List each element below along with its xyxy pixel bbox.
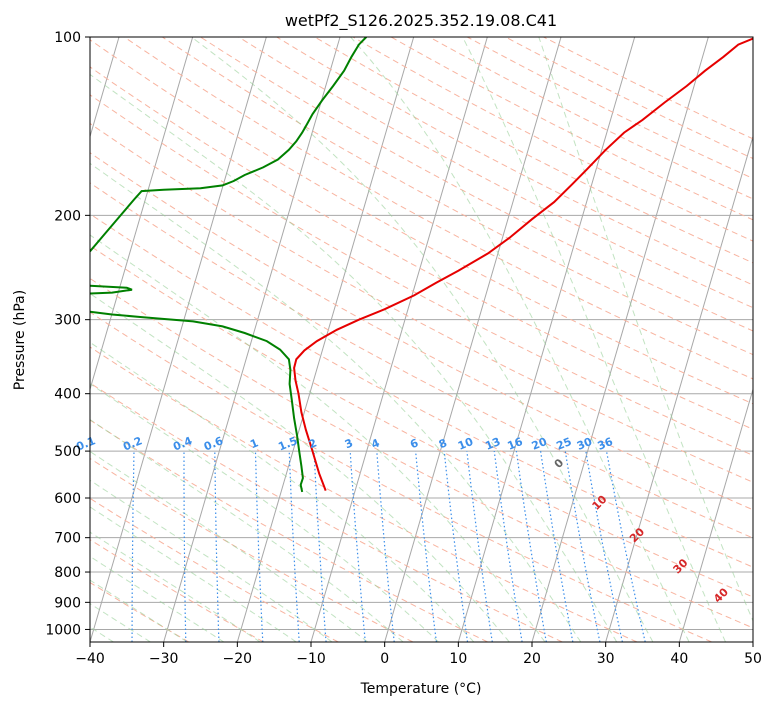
dry-adiabat-line bbox=[467, 37, 753, 180]
dry-adiabat-line bbox=[90, 277, 753, 629]
dry-adiabat-line bbox=[90, 213, 753, 568]
y-tick-label: 400 bbox=[54, 387, 81, 403]
x-tick-label: −20 bbox=[223, 651, 253, 667]
dry-adiabat-line bbox=[428, 37, 753, 200]
axes: −40 −30 −20 −10 0 10 20 30 40 50 100 200 300 400 500 60… bbox=[45, 30, 762, 667]
mixing-ratio-label: 8 bbox=[437, 436, 449, 451]
mixing-ratio-line bbox=[443, 451, 469, 642]
y-tick-label: 1000 bbox=[45, 622, 81, 638]
mixing-ratio-label: 16 bbox=[506, 435, 525, 453]
mixing-ratio-line bbox=[493, 451, 523, 642]
dry-adiabat-line bbox=[390, 37, 753, 221]
y-tick-label: 700 bbox=[54, 531, 81, 547]
y-tick-label: 600 bbox=[54, 491, 81, 507]
y-tick-label: 800 bbox=[54, 565, 81, 581]
moist-adiabat-line bbox=[90, 234, 546, 642]
profile-lines bbox=[90, 37, 753, 493]
plot-frame bbox=[89, 36, 754, 643]
moist-adiabat-line bbox=[90, 292, 510, 642]
x-tick-label: 40 bbox=[670, 651, 688, 667]
dewpoint-line bbox=[90, 310, 304, 493]
moist-adiabat-line bbox=[90, 555, 225, 642]
mixing-ratio-label: 2 bbox=[307, 436, 319, 451]
y-tick-label: 100 bbox=[54, 30, 81, 46]
mixing-ratio-line bbox=[466, 451, 493, 642]
dry-adiabat-line bbox=[90, 497, 339, 642]
isotherm-line bbox=[90, 37, 267, 642]
x-tick-label: 20 bbox=[523, 651, 541, 667]
mixing-ratio-line bbox=[585, 451, 623, 642]
mixing-ratio-label: 1 bbox=[248, 436, 260, 451]
y-tick-label: 300 bbox=[54, 313, 81, 329]
mixing-ratio-line bbox=[564, 451, 601, 642]
moist-adiabat-line bbox=[90, 531, 261, 642]
x-tick-label: 0 bbox=[380, 651, 389, 667]
dewpoint-line bbox=[90, 37, 368, 252]
mixing-ratio-label: 30 bbox=[575, 435, 594, 453]
moist-adiabat-line bbox=[538, 37, 753, 623]
mixing-ratio-line bbox=[605, 450, 646, 642]
dry-adiabat-line bbox=[90, 66, 753, 430]
temperature-line bbox=[293, 37, 753, 491]
x-axis-label: Temperature (°C) bbox=[360, 681, 482, 697]
moist-adiabat-line bbox=[90, 479, 333, 642]
x-tick-label: 10 bbox=[449, 651, 467, 667]
mixing-ratio-line bbox=[515, 451, 547, 642]
mixing-ratio-label: 20 bbox=[530, 435, 549, 453]
y-tick-label: 500 bbox=[54, 444, 81, 460]
mixing-ratio-label: 36 bbox=[596, 435, 615, 453]
moist-adiabat-line bbox=[90, 579, 188, 642]
isotherm-line bbox=[384, 37, 562, 642]
chart-title: wetPf2_S126.2025.352.19.08.C41 bbox=[285, 11, 557, 31]
isotherm-line bbox=[531, 37, 709, 642]
dry-adiabat-line bbox=[90, 94, 753, 456]
moist-adiabat-line bbox=[90, 419, 404, 642]
y-tick-label: 900 bbox=[54, 595, 81, 611]
mixing-ratio-line bbox=[540, 451, 574, 642]
dry-adiabat-line bbox=[276, 37, 753, 286]
isotherm-line bbox=[236, 37, 415, 642]
isotherm-line bbox=[163, 37, 341, 642]
x-tick-label: −10 bbox=[296, 651, 326, 667]
y-axis-label: Pressure (hPa) bbox=[12, 290, 28, 390]
dry-adiabat-line bbox=[314, 37, 753, 264]
line-labels: 0.10.20.40.611.52346810131620253036-100-… bbox=[74, 434, 731, 605]
moist-adiabat-line bbox=[90, 383, 439, 642]
dry-adiabat-line bbox=[352, 37, 753, 242]
moist-adiabat-line bbox=[191, 37, 654, 642]
y-tick-label: 200 bbox=[54, 208, 81, 224]
isotherm-line bbox=[90, 37, 194, 392]
x-tick-label: 50 bbox=[744, 651, 762, 667]
mixing-ratio-label: 3 bbox=[343, 436, 355, 451]
x-tick-label: 30 bbox=[597, 651, 615, 667]
dry-adiabat-line bbox=[123, 37, 753, 380]
dry-adiabat-line bbox=[162, 37, 753, 356]
x-tick-label: −30 bbox=[149, 651, 179, 667]
mixing-ratio-label: 10 bbox=[456, 435, 475, 453]
dry-adiabat-line bbox=[90, 152, 753, 511]
dry-adiabat-line bbox=[90, 346, 638, 642]
dry-adiabat-line bbox=[505, 37, 753, 160]
mixing-ratio-label: 13 bbox=[483, 435, 502, 453]
moist-adiabat-line bbox=[350, 37, 690, 642]
background-lines bbox=[90, 37, 753, 642]
mixing-ratio-line bbox=[415, 451, 437, 642]
dry-adiabat-line bbox=[200, 37, 753, 332]
dry-adiabat-line bbox=[90, 39, 753, 405]
dry-adiabat-line bbox=[90, 245, 753, 598]
dewpoint-line bbox=[90, 284, 133, 295]
dry-adiabat-line bbox=[90, 311, 712, 642]
isotherm-line bbox=[457, 37, 636, 642]
mixing-ratio-label: 25 bbox=[554, 435, 573, 453]
dry-adiabat-line bbox=[90, 122, 753, 483]
dry-adiabat-line bbox=[238, 37, 753, 309]
dry-adiabat-line bbox=[90, 182, 753, 539]
moist-adiabat-line bbox=[462, 37, 727, 642]
moist-adiabat-line bbox=[90, 506, 297, 642]
x-tick-label: −40 bbox=[75, 651, 105, 667]
dry-adiabat-line bbox=[543, 37, 753, 140]
isotherm-line bbox=[678, 387, 753, 642]
